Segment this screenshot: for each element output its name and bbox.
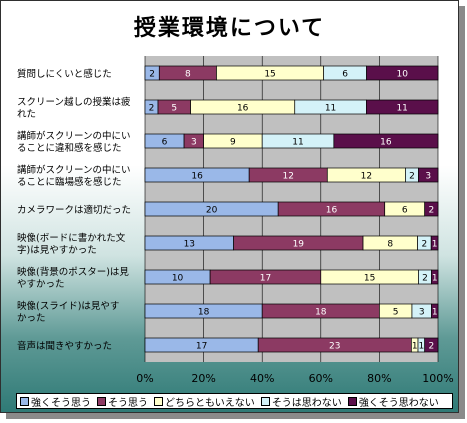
category-label: 講師がスクリーンの中にいることに違和感を感じた: [17, 130, 131, 154]
chart-legend: 強くそう思う そう思う どちらともいえない そうは思わない 強くそう思わない: [16, 393, 453, 409]
data-label: 8: [185, 70, 191, 80]
x-tick-label: 60%: [309, 372, 333, 385]
data-label: 12: [283, 172, 294, 182]
data-label: 8: [387, 240, 393, 250]
data-label: 17: [196, 342, 207, 352]
legend-item: そうは思わない: [260, 394, 342, 409]
data-label: 5: [171, 104, 177, 114]
legend-label: どちらともいえない: [165, 397, 255, 409]
bar-segment: [431, 303, 439, 319]
data-label: 2: [422, 240, 428, 250]
data-label: 2: [409, 172, 415, 182]
category-label: 質問しにくいと感じた: [17, 68, 112, 80]
data-label: 6: [342, 70, 348, 80]
bar-segment: [366, 65, 439, 81]
x-tick-label: 40%: [250, 372, 274, 385]
data-label: 1: [432, 308, 438, 318]
bar-segment: [431, 269, 439, 285]
data-label: 3: [191, 138, 197, 148]
legend-swatch: [347, 396, 357, 406]
data-label: 15: [364, 274, 375, 284]
legend-label: 強くそう思う: [31, 397, 91, 409]
data-label: 16: [237, 104, 249, 114]
x-tick-label: 100%: [422, 372, 453, 385]
data-label: 1: [412, 342, 418, 352]
data-label: 19: [293, 240, 305, 250]
category-label: 映像(背景のポスター)は見やすかった: [17, 266, 129, 290]
bar-segment: [424, 201, 439, 217]
data-label: 16: [326, 206, 338, 216]
legend-label: そう思う: [108, 397, 148, 409]
data-label: 2: [428, 206, 434, 216]
legend-item: そう思う: [97, 394, 148, 409]
data-label: 10: [172, 274, 184, 284]
legend-item: どちらともいえない: [154, 394, 255, 409]
legend-label: 強くそう思わない: [358, 397, 439, 409]
legend-label: そうは思わない: [271, 397, 342, 409]
legend-item: 強くそう思わない: [347, 394, 439, 409]
data-label: 3: [425, 172, 431, 182]
bar-segment: [366, 99, 439, 115]
data-label: 10: [397, 70, 409, 80]
data-label: 15: [264, 70, 275, 80]
data-label: 12: [361, 172, 372, 182]
legend-swatch: [97, 396, 106, 406]
bar-segment: [333, 133, 439, 149]
legend-item: 強くそう思う: [20, 394, 91, 409]
data-label: 20: [206, 206, 218, 216]
data-label: 18: [315, 308, 327, 318]
data-label: 5: [393, 308, 399, 318]
data-label: 2: [422, 274, 428, 284]
data-label: 16: [380, 138, 392, 148]
chart-title: 授業環境について: [133, 15, 326, 41]
x-tick-label: 80%: [367, 372, 391, 385]
data-label: 16: [191, 172, 203, 182]
category-label: 音声は聞きやすかった: [17, 340, 112, 352]
data-label: 1: [418, 342, 424, 352]
data-label: 3: [419, 308, 425, 318]
data-label: 17: [260, 274, 271, 284]
data-label: 23: [329, 342, 340, 352]
legend-swatch: [154, 396, 163, 406]
data-label: 18: [198, 308, 210, 318]
bar-segment: [424, 337, 439, 353]
category-label: スクリーン越しの授業は疲れた: [17, 96, 131, 120]
data-label: 1: [432, 274, 438, 284]
bar-segment: [418, 167, 439, 183]
data-label: 2: [149, 104, 155, 114]
legend-swatch: [20, 396, 29, 406]
category-label: カメラワークは適切だった: [17, 204, 131, 216]
legend-swatch: [260, 396, 270, 406]
data-label: 9: [230, 138, 236, 148]
data-label: 11: [396, 104, 407, 114]
data-label: 1: [432, 240, 438, 250]
data-label: 13: [184, 240, 195, 250]
bar-segment: [430, 235, 439, 251]
category-label: 講師がスクリーンの中にいることに臨場感を感じた: [17, 164, 131, 188]
category-label: 映像(スライド)は見やすかった: [17, 300, 119, 324]
data-label: 2: [428, 342, 434, 352]
x-tick-label: 20%: [191, 372, 215, 385]
x-tick-label: 0%: [136, 372, 153, 385]
category-label: 映像(ボードに書かれた文字)は見やすかった: [17, 232, 126, 256]
data-label: 6: [162, 138, 168, 148]
data-label: 6: [402, 206, 408, 216]
data-label: 11: [325, 104, 336, 114]
data-label: 11: [292, 138, 303, 148]
data-label: 2: [149, 70, 155, 80]
